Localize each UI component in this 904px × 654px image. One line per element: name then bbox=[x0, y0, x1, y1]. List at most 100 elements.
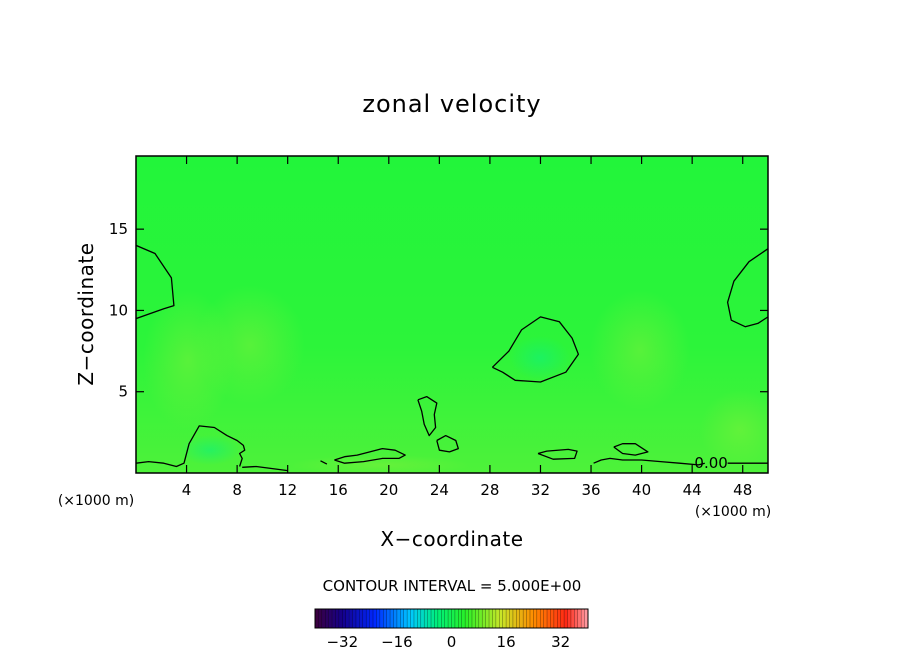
x-tick-label: 32 bbox=[531, 481, 550, 499]
x-tick-label: 36 bbox=[581, 481, 600, 499]
x-tick-label: 20 bbox=[379, 481, 398, 499]
x-axis-label: X−coordinate bbox=[380, 527, 523, 551]
colorbar-cell bbox=[529, 609, 534, 628]
colorbar-cell bbox=[454, 609, 459, 628]
colorbar-cell bbox=[338, 609, 343, 628]
colorbar-cell bbox=[485, 609, 490, 628]
colorbar-cell bbox=[321, 609, 326, 628]
colorbar-cell bbox=[536, 609, 541, 628]
colorbar-cell bbox=[393, 609, 398, 628]
colorbar-cell bbox=[424, 609, 428, 628]
colorbar-tick-label: −16 bbox=[381, 633, 413, 651]
colorbar-cell bbox=[386, 609, 391, 628]
colorbar-cell bbox=[550, 609, 555, 628]
colorbar-cell bbox=[410, 609, 415, 628]
colorbar-cell bbox=[581, 609, 585, 628]
colorbar-tick-label: 0 bbox=[447, 633, 457, 651]
zero-contour-line bbox=[136, 244, 175, 320]
zero-contour-line bbox=[334, 447, 406, 464]
x-tick-label: 16 bbox=[329, 481, 348, 499]
contour-interval-text: CONTOUR INTERVAL = 5.000E+00 bbox=[323, 577, 582, 595]
y-tick-label: 10 bbox=[109, 301, 128, 319]
colorbar-cell bbox=[547, 609, 551, 628]
colorbar-cell bbox=[355, 609, 360, 628]
x-tick-label: 44 bbox=[683, 481, 702, 499]
x-tick-label: 24 bbox=[430, 481, 449, 499]
colorbar-tick-label: 16 bbox=[497, 633, 516, 651]
colorbar-cell bbox=[523, 609, 527, 628]
plot-frame bbox=[135, 155, 769, 474]
zero-contour-line bbox=[136, 425, 246, 468]
colorbar-cell bbox=[475, 609, 480, 628]
x-tick-label: 12 bbox=[278, 481, 297, 499]
colorbar-cell bbox=[349, 609, 353, 628]
colorbar-cell bbox=[502, 609, 507, 628]
colorbar-cell bbox=[325, 609, 329, 628]
plot-area: 0.00 bbox=[136, 156, 768, 473]
colorbar-cell bbox=[315, 609, 319, 628]
colorbar-cell bbox=[543, 609, 548, 628]
colorbar-cell bbox=[465, 609, 469, 628]
colorbar-cell bbox=[383, 609, 387, 628]
colorbar-cell bbox=[584, 609, 589, 628]
colorbar-cell bbox=[403, 609, 408, 628]
positive-anomaly-region bbox=[700, 390, 768, 470]
zero-contour-line bbox=[436, 434, 459, 453]
colorbar-cell bbox=[512, 609, 517, 628]
positive-anomaly-region bbox=[590, 290, 690, 410]
colorbar-cell bbox=[400, 609, 405, 628]
colorbar-cell bbox=[570, 609, 575, 628]
zero-contours bbox=[136, 244, 768, 472]
zero-contour-line bbox=[537, 448, 578, 460]
colorbar-cell bbox=[427, 609, 432, 628]
colorbar bbox=[314, 608, 589, 629]
colorbar-cell bbox=[560, 609, 565, 628]
colorbar-cell bbox=[366, 609, 370, 628]
colorbar-cell bbox=[362, 609, 367, 628]
colorbar-frame bbox=[314, 608, 589, 629]
colorbar-cell bbox=[448, 609, 452, 628]
zero-contour-line bbox=[613, 443, 649, 456]
colorbar-cell bbox=[478, 609, 483, 628]
colorbar-tick-label: −32 bbox=[326, 633, 358, 651]
y-tick-label: 15 bbox=[109, 220, 128, 238]
colorbar-cell bbox=[369, 609, 374, 628]
x-unit-label-right: (×1000 m) bbox=[695, 504, 771, 520]
colorbar-cell bbox=[482, 609, 486, 628]
colorbar-cell bbox=[359, 609, 364, 628]
colorbar-cell bbox=[506, 609, 510, 628]
colorbar-cell bbox=[540, 609, 544, 628]
colorbar-cell bbox=[451, 609, 456, 628]
x-tick-label: 28 bbox=[480, 481, 499, 499]
colorbar-cell bbox=[379, 609, 384, 628]
colorbar-cell bbox=[342, 609, 347, 628]
x-tick-label: 4 bbox=[182, 481, 192, 499]
negative-anomaly-region bbox=[180, 435, 240, 465]
x-axis: 4 8 12 16 20 24 28 32 36 40 44 48 bbox=[182, 156, 752, 499]
colorbar-cell bbox=[468, 609, 473, 628]
x-tick-label: 40 bbox=[632, 481, 651, 499]
colorbar-cell bbox=[458, 609, 463, 628]
colorbar-cell bbox=[577, 609, 582, 628]
colorbar-cell bbox=[437, 609, 442, 628]
y-axis: 5 10 15 bbox=[109, 220, 768, 401]
colorbar-cell bbox=[557, 609, 561, 628]
colorbar-cell bbox=[434, 609, 439, 628]
x-tick-label: 8 bbox=[232, 481, 242, 499]
zero-contour-line bbox=[320, 460, 328, 465]
colorbar-cell bbox=[509, 609, 514, 628]
colorbar-cell bbox=[328, 609, 333, 628]
negative-anomaly-region bbox=[510, 336, 570, 380]
colorbar-cell bbox=[444, 609, 449, 628]
zero-contour-line bbox=[593, 457, 705, 466]
colorbar-cell bbox=[564, 609, 568, 628]
colorbar-ticks: −32 −16 0 16 32 bbox=[326, 633, 570, 651]
colorbar-cell bbox=[499, 609, 503, 628]
colorbar-cell bbox=[492, 609, 497, 628]
colorbar-cell bbox=[407, 609, 411, 628]
colorbar-cell bbox=[332, 609, 336, 628]
colorbar-cell bbox=[526, 609, 531, 628]
positive-anomaly-region bbox=[290, 455, 470, 473]
colorbar-cell bbox=[431, 609, 435, 628]
